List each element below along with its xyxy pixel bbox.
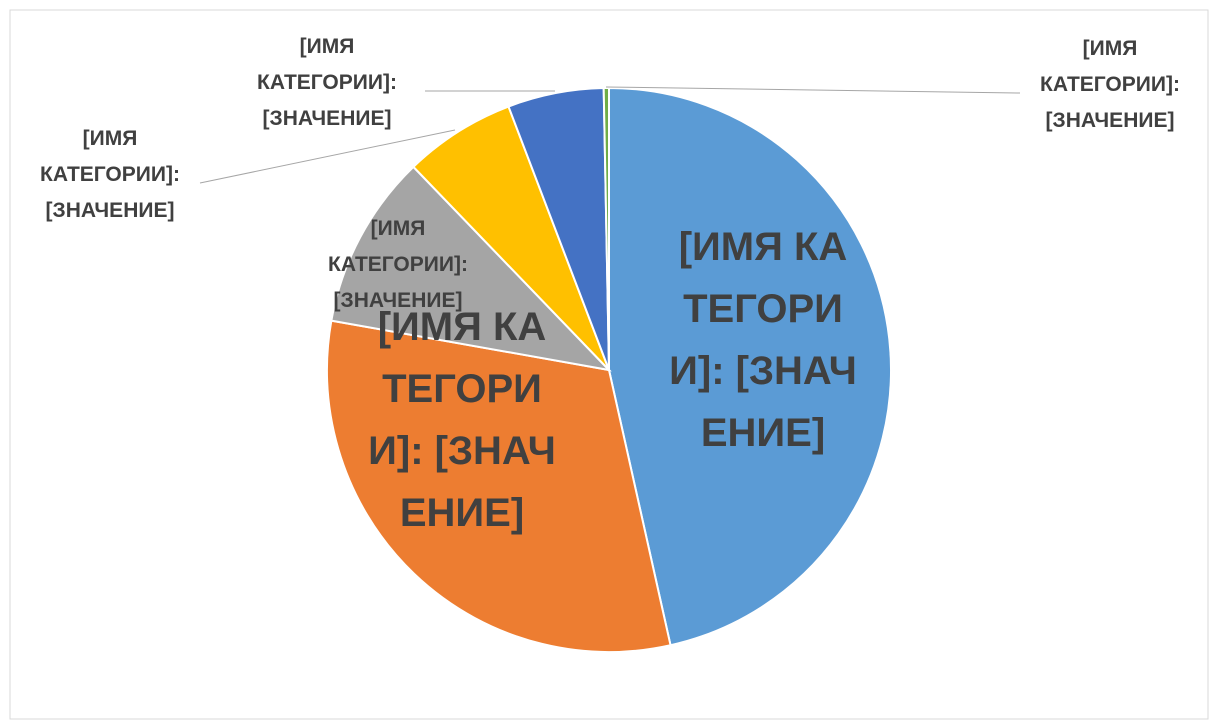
data-label: [ИМЯ КАТЕГОРИИ]: [ЗНАЧЕНИЕ] <box>40 127 180 222</box>
pie-slice <box>411 105 610 371</box>
pie-slice <box>330 165 612 372</box>
pie-slice <box>602 86 610 371</box>
data-label: [ИМЯ КАТЕГОРИИ]: [ЗНАЧЕНИЕ] <box>368 305 556 535</box>
pie-slice <box>326 319 672 653</box>
data-label: [ИМЯ КАТЕГОРИИ]: [ЗНАЧЕНИЕ] <box>328 217 468 312</box>
data-label: [ИМЯ КАТЕГОРИИ]: [ЗНАЧЕНИЕ] <box>669 225 857 455</box>
leader-line <box>199 129 456 184</box>
data-label: [ИМЯ КАТЕГОРИИ]: [ЗНАЧЕНИЕ] <box>257 35 397 130</box>
data-label: [ИМЯ КАТЕГОРИИ]: [ЗНАЧЕНИЕ] <box>1040 37 1180 132</box>
pie-slice <box>608 86 892 647</box>
leader-line <box>605 86 1021 94</box>
chart-frame <box>9 9 1209 720</box>
